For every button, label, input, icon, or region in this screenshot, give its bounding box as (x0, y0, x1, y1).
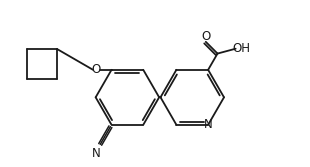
Text: N: N (92, 147, 101, 160)
Text: N: N (204, 118, 213, 131)
Text: OH: OH (233, 42, 251, 55)
Text: O: O (201, 30, 210, 43)
Text: O: O (92, 63, 101, 76)
